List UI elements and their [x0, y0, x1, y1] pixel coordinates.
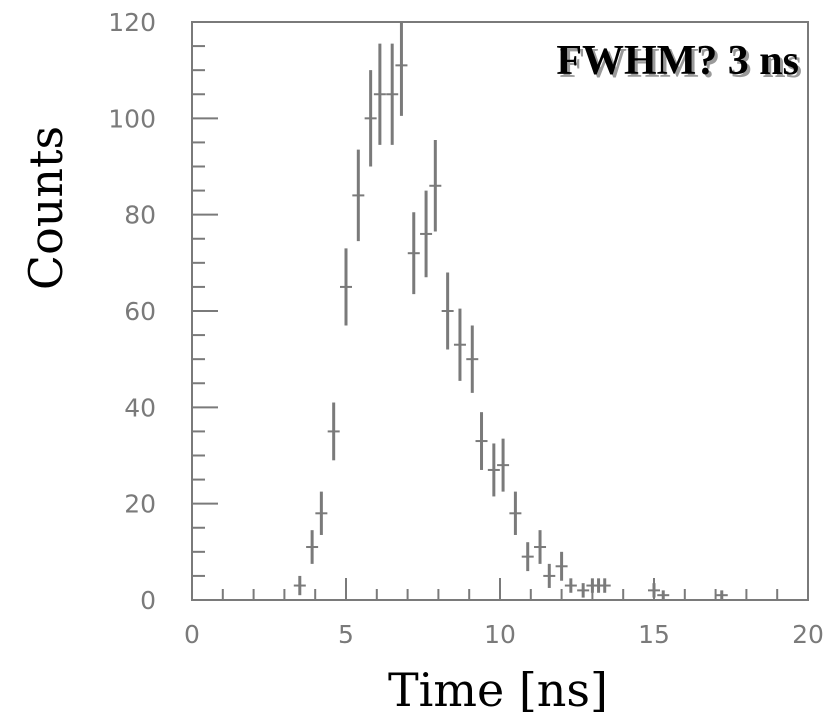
data-point	[555, 551, 568, 581]
y-tick-label: 0	[140, 586, 156, 615]
data-point	[475, 412, 488, 470]
x-tick-label: 5	[338, 620, 354, 649]
y-axis-ticks	[192, 21, 218, 601]
data-point	[327, 402, 340, 461]
y-tick-label: 120	[108, 8, 156, 37]
y-axis-title: Counts	[19, 126, 73, 290]
x-axis-title: Time [ns]	[388, 663, 608, 717]
data-point	[466, 325, 479, 393]
y-tick-label: 80	[124, 201, 156, 230]
data-point	[543, 563, 556, 588]
data-point	[306, 530, 319, 564]
y-axis-tick-labels: 0 20 40 60 80 100 120	[108, 8, 156, 615]
data-point	[534, 530, 547, 564]
data-point	[340, 248, 352, 326]
fwhm-annotation: FWHM? 3 ns	[556, 38, 799, 84]
data-point	[441, 272, 454, 350]
data-point	[352, 149, 365, 242]
data-point	[429, 140, 442, 232]
data-point	[293, 575, 306, 596]
y-tick-label: 20	[124, 490, 156, 519]
data-point	[577, 583, 590, 598]
data-point	[564, 578, 577, 593]
data-point	[657, 590, 670, 600]
annotation-shadow: FWHM? 3 ns	[559, 41, 802, 87]
data-point	[407, 212, 420, 295]
data-point	[386, 43, 399, 145]
data-point	[395, 22, 408, 116]
data-point	[315, 491, 328, 535]
plot-frame	[191, 21, 809, 601]
data-point	[598, 578, 611, 593]
x-axis-tick-labels: 0 5 10 15 20	[184, 620, 824, 649]
data-point	[521, 542, 534, 572]
y-tick-label: 100	[108, 104, 156, 133]
data-point	[487, 443, 500, 497]
data-point	[497, 438, 510, 492]
y-tick-label: 40	[124, 393, 156, 422]
x-tick-label: 15	[638, 620, 670, 649]
data-point	[648, 583, 660, 598]
data-point	[420, 190, 433, 278]
x-axis-ticks	[191, 578, 809, 600]
y-tick-label: 60	[124, 297, 156, 326]
data-point	[373, 43, 386, 145]
x-tick-label: 20	[792, 620, 824, 649]
data-points	[293, 22, 728, 600]
data-point	[509, 491, 522, 535]
data-point	[364, 70, 377, 167]
x-tick-label: 10	[484, 620, 516, 649]
x-tick-label: 0	[184, 620, 200, 649]
data-point	[715, 590, 728, 600]
data-point	[453, 308, 466, 381]
plot-border	[191, 21, 809, 601]
